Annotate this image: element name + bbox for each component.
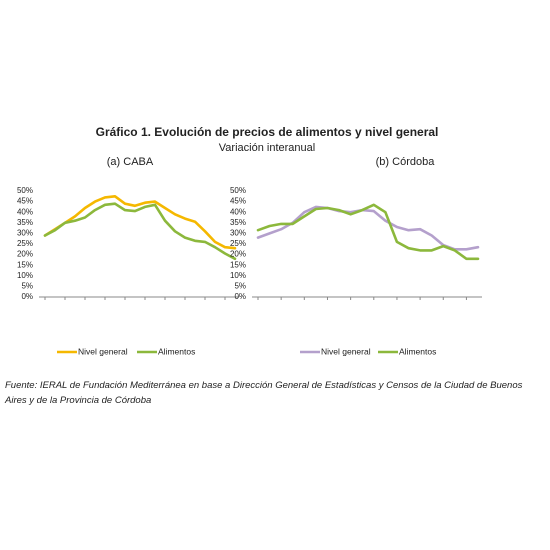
y-tick-label: 50% (230, 186, 246, 195)
y-tick-label: 45% (17, 197, 33, 206)
y-tick-label: 10% (230, 271, 246, 280)
y-tick-label: 20% (17, 250, 33, 259)
y-tick-label: 30% (17, 229, 33, 238)
y-tick-label: 40% (17, 207, 33, 216)
legend-label: Nivel general (78, 346, 128, 356)
series-line (43, 202, 237, 261)
y-tick-label: 35% (230, 218, 246, 227)
figure: Gráfico 1. Evolución de precios de alime… (17, 125, 482, 356)
series-line (43, 195, 237, 250)
legend-label: Alimentos (158, 346, 195, 356)
y-tick-label: 5% (234, 282, 246, 291)
legend-label: Nivel general (321, 346, 371, 356)
chart-title: (b) Córdoba (376, 156, 436, 168)
series-line (256, 205, 480, 251)
legend-label: Alimentos (399, 346, 436, 356)
y-tick-label: 25% (230, 239, 246, 248)
y-tick-label: 0% (21, 292, 33, 301)
series-line (256, 203, 480, 261)
y-tick-label: 35% (17, 218, 33, 227)
figure-title: Gráfico 1. Evolución de precios de alime… (96, 125, 439, 139)
y-tick-label: 25% (17, 239, 33, 248)
y-tick-label: 10% (17, 271, 33, 280)
y-tick-label: 20% (230, 250, 246, 259)
y-tick-label: 30% (230, 229, 246, 238)
chart-title: (a) CABA (107, 156, 154, 168)
y-tick-label: 5% (21, 282, 33, 291)
y-tick-label: 40% (230, 207, 246, 216)
y-tick-label: 15% (17, 260, 33, 269)
y-tick-label: 15% (230, 260, 246, 269)
y-tick-label: 45% (230, 197, 246, 206)
y-tick-label: 50% (17, 186, 33, 195)
figure-subtitle: Variación interanual (219, 142, 315, 154)
source-note: Fuente: IERAL de Fundación Mediterránea … (5, 380, 523, 406)
y-tick-label: 0% (234, 292, 246, 301)
